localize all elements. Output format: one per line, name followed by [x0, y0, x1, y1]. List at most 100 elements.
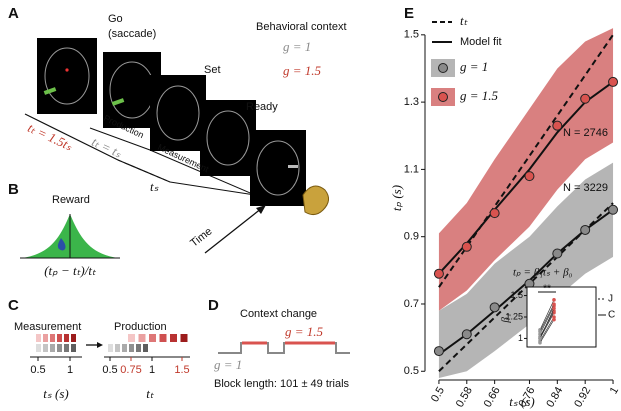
screen-circle: [256, 140, 300, 196]
label: Ready: [246, 101, 278, 113]
bar: [57, 334, 62, 342]
drop-icon: [57, 238, 66, 251]
x-tick-label: 0.84: [544, 385, 565, 410]
bar: [64, 344, 69, 352]
bar: [43, 344, 48, 352]
label: Time: [188, 225, 214, 249]
bar: [50, 334, 55, 342]
inset-point: [538, 329, 542, 334]
x-tick-label: 0.66: [482, 385, 503, 410]
axis-label: (tₚ − tₜ)/tₜ: [44, 263, 97, 278]
label: Behavioral context: [256, 21, 347, 33]
inset-legend-label: C: [608, 310, 615, 321]
point: [461, 241, 472, 252]
point: [552, 248, 563, 259]
inset-point: [538, 336, 542, 341]
x-tick-label: 1: [608, 385, 621, 396]
point: [580, 224, 591, 235]
inset-legend-label: J: [608, 294, 613, 305]
fixation: [65, 68, 69, 72]
inset-frame: [526, 286, 597, 348]
label: Set: [204, 64, 221, 76]
bar: [36, 344, 41, 352]
bar: [71, 344, 76, 352]
label: (saccade): [108, 28, 156, 40]
tick-label: 1: [67, 364, 73, 376]
tick-label: 0.5: [102, 364, 117, 376]
monkey-icon: [302, 185, 329, 216]
timeline: [169, 181, 256, 196]
panel-d: Context change g = 1.5 g = 1 Block lengt…: [214, 308, 350, 390]
point: [608, 204, 619, 215]
cue: [288, 165, 298, 168]
y-tick-label: 0.5: [404, 365, 419, 377]
label: g = 1: [283, 39, 311, 54]
screen-circle: [156, 85, 200, 141]
bar: [122, 344, 127, 352]
bar: [108, 344, 113, 352]
inset-point: [552, 298, 556, 302]
point: [608, 76, 619, 87]
label: g = 1.5: [283, 63, 322, 78]
inset-point: [552, 315, 556, 319]
label: Context change: [240, 308, 317, 320]
annotation: N = 2746: [563, 127, 608, 139]
inset-pair: [539, 319, 555, 343]
target: [111, 98, 125, 106]
y-tick-label: 1.5: [404, 29, 419, 41]
bar: [71, 334, 76, 342]
panel-label: E: [404, 5, 414, 22]
point: [524, 171, 535, 182]
inset-y-label: β₁: [500, 313, 512, 323]
context-line: [218, 342, 350, 354]
legend-label: tₜ: [460, 13, 469, 28]
label: Reward: [52, 194, 90, 206]
x-tick-label: 0.5: [429, 385, 447, 404]
label: Block length: 101 ± 49 trials: [214, 378, 350, 390]
inset-point: [552, 317, 556, 322]
bar: [50, 344, 55, 352]
point: [489, 208, 500, 219]
timeline-dash: [117, 159, 171, 183]
bar: [115, 344, 120, 352]
inset-point: [552, 302, 556, 306]
screen: [37, 38, 97, 114]
bar: [149, 334, 156, 342]
bar: [159, 334, 167, 342]
panel-label: B: [8, 181, 19, 198]
y-tick-label: 0.9: [404, 231, 419, 243]
inset-tick-label: 1: [518, 333, 523, 343]
label: Measurement: [14, 321, 81, 333]
axis-label: tₜ: [146, 386, 155, 401]
bar: [180, 334, 188, 342]
bar: [57, 344, 62, 352]
time-arrow: [204, 207, 263, 254]
point: [552, 120, 563, 131]
annotation: N = 3229: [563, 182, 608, 194]
inset-pair: [539, 316, 555, 342]
bar: [143, 344, 148, 352]
inset-pair: [539, 308, 555, 339]
chart: 0.50.70.91.11.31.50.5 0.58 0.66 0.76 0.84 0.9…: [389, 13, 621, 410]
bars: [36, 334, 188, 352]
axis-label: tₛ (s): [43, 386, 68, 401]
tick-label: 1: [149, 364, 155, 376]
label: g = 1.5: [285, 324, 324, 339]
inset-formula: tₚ = β₁tₛ + β₀: [513, 267, 573, 279]
x-tick-label: 0.58: [454, 385, 475, 410]
tick-label: 0.5: [30, 364, 45, 376]
label: tₜ = 1.5tₛ: [25, 120, 74, 154]
legend-swatch: [438, 92, 448, 102]
panel-label: D: [208, 297, 219, 314]
bar: [128, 334, 135, 342]
label: tₛ: [150, 179, 159, 194]
inset-point: [552, 306, 556, 311]
y-tick-label: 1.1: [404, 163, 419, 175]
legend-label: Model fit: [460, 36, 502, 48]
screen: [150, 75, 206, 151]
inset-pair: [539, 303, 555, 332]
screen-circle: [206, 110, 250, 166]
screen: [200, 100, 256, 176]
y-tick-label: 1.3: [404, 96, 419, 108]
